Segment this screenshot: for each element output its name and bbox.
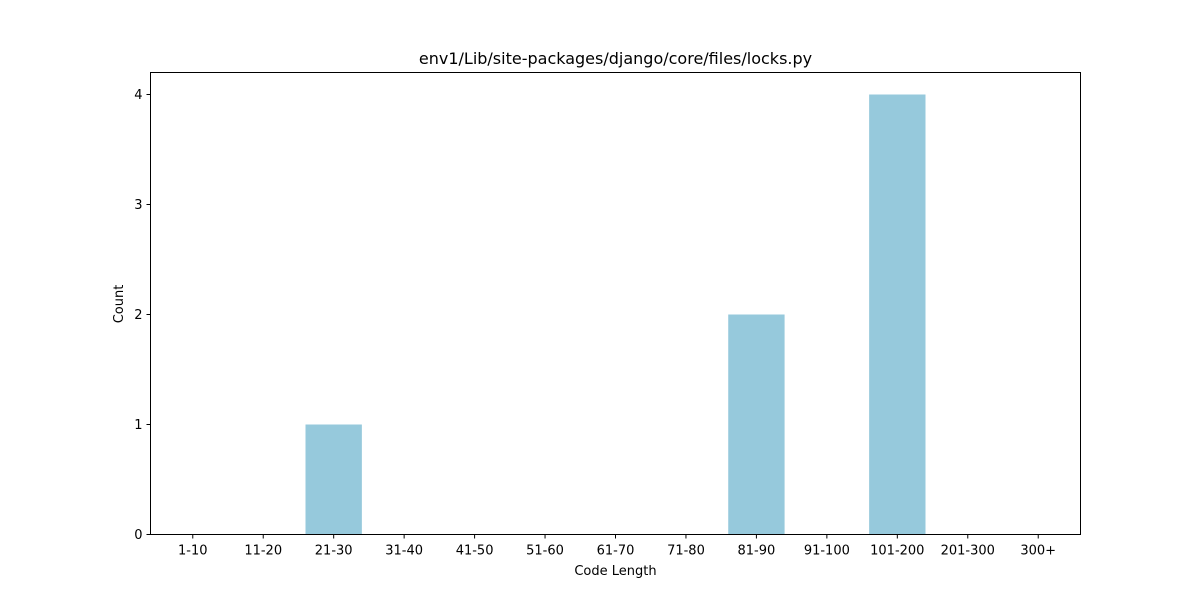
x-tick-label: 61-70 [597, 544, 635, 559]
y-tick-label: 4 [134, 88, 142, 103]
x-tick-label: 11-20 [244, 544, 282, 559]
x-axis-ticks: 1-10 11-20 21-30 31-40 41-50 51-60 61-70 71-80 8… [178, 534, 1056, 559]
x-tick-label: 1-10 [178, 544, 208, 559]
x-tick-label: 91-100 [804, 544, 850, 559]
x-tick-label: 51-60 [526, 544, 564, 559]
y-axis-ticks: 0 1 2 3 4 [134, 88, 151, 543]
plot-frame [150, 72, 1081, 535]
bar-21-30 [305, 424, 362, 535]
y-tick-label: 0 [134, 528, 142, 543]
x-tick-label: 71-80 [667, 544, 705, 559]
x-tick-label: 300+ [1020, 544, 1056, 559]
bar-81-90 [728, 314, 785, 535]
x-tick-label: 201-300 [941, 544, 995, 559]
x-tick-label: 31-40 [385, 544, 423, 559]
x-tick-label: 41-50 [456, 544, 494, 559]
y-tick-label: 2 [134, 308, 142, 323]
y-tick-label: 3 [134, 198, 142, 213]
y-tick-label: 1 [134, 418, 142, 433]
x-axis-label: Code Length [574, 564, 656, 579]
x-tick-label: 81-90 [738, 544, 776, 559]
x-tick-label: 101-200 [870, 544, 924, 559]
chart-title: env1/Lib/site-packages/django/core/files… [419, 49, 812, 68]
y-axis-label: Count [112, 285, 127, 324]
x-tick-label: 21-30 [315, 544, 353, 559]
bar-101-200 [869, 94, 926, 535]
bars-group [305, 94, 926, 535]
